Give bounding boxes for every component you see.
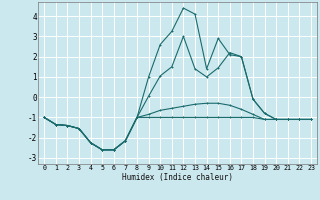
X-axis label: Humidex (Indice chaleur): Humidex (Indice chaleur): [122, 173, 233, 182]
